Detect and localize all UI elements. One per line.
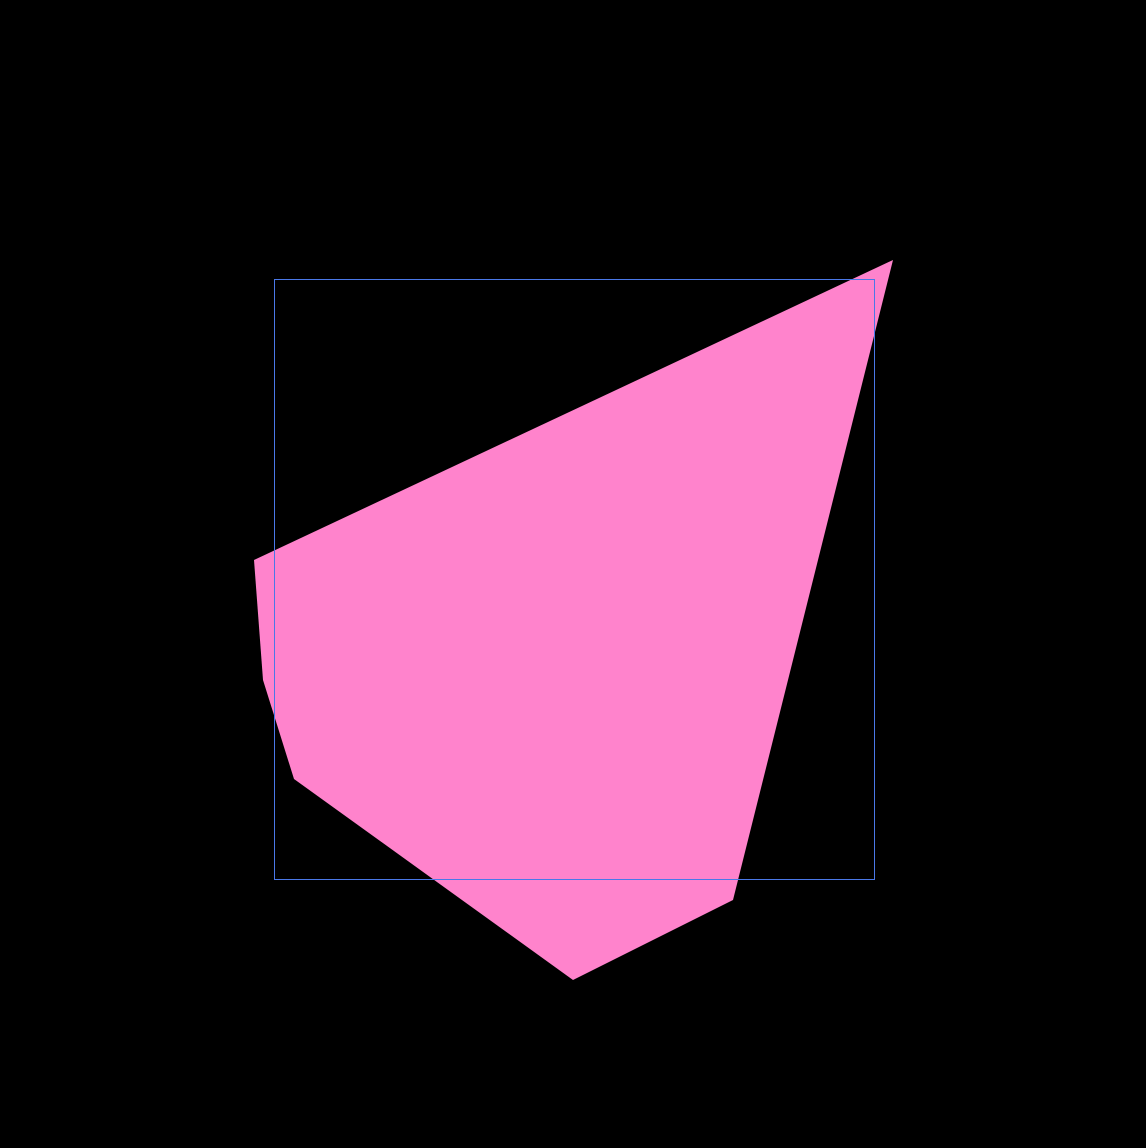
- pink-polygon: [254, 260, 893, 980]
- blue-frame: [274, 279, 875, 880]
